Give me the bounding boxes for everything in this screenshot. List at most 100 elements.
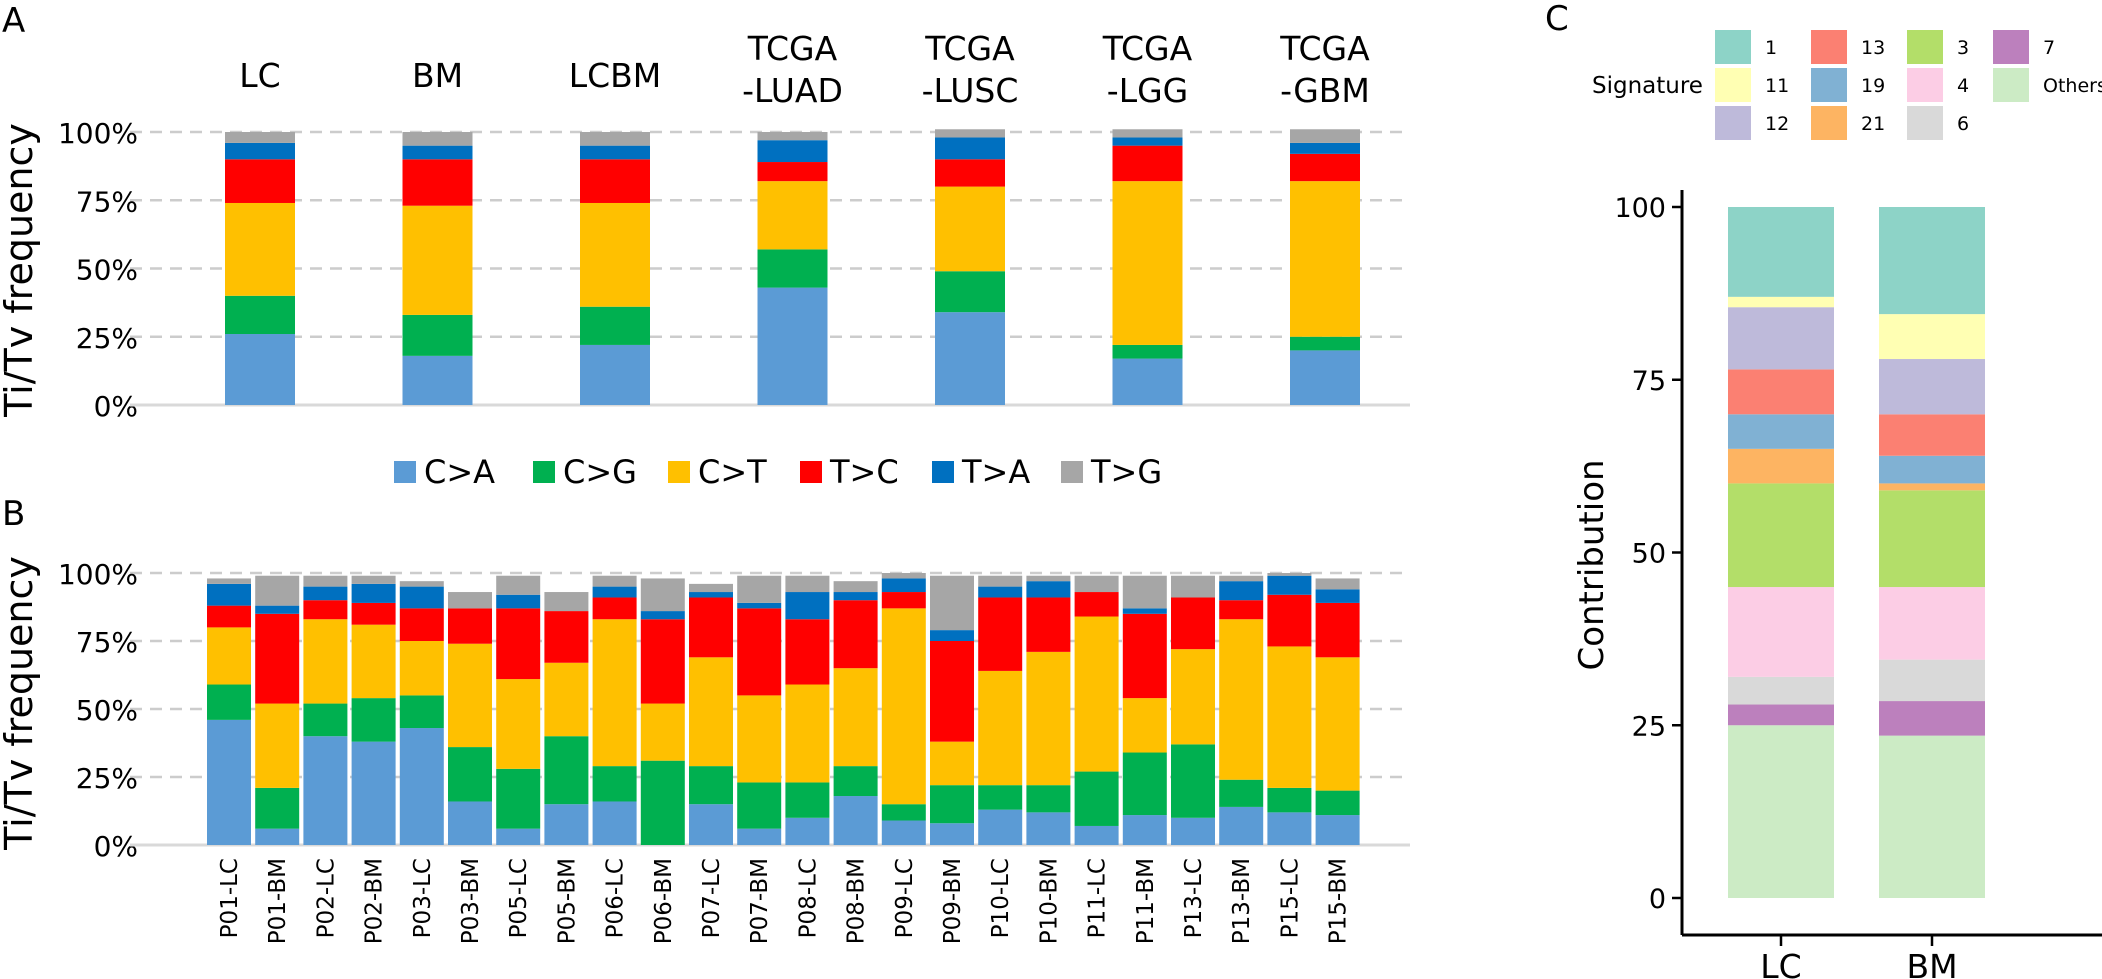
bar-t-to-g xyxy=(448,592,492,609)
bar-c-to-g xyxy=(448,747,492,802)
bar-t-to-c xyxy=(1171,597,1215,650)
bar-c-to-g xyxy=(935,271,1005,313)
bar-t-to-c xyxy=(496,608,541,680)
bar-t-to-a xyxy=(785,592,830,620)
sample-label: P15-LC xyxy=(1277,858,1303,938)
bar-t-to-a xyxy=(303,586,348,601)
bar-signature-others xyxy=(1879,735,1985,898)
bar-t-to-g xyxy=(399,581,444,587)
bar-t-to-c xyxy=(833,600,878,669)
bar-c-to-a xyxy=(592,801,637,845)
legend-label: C>A xyxy=(424,453,495,491)
bar-c-to-g xyxy=(544,736,589,805)
legend-swatch-signature-1 xyxy=(1715,30,1751,64)
bar-c-to-a xyxy=(737,828,782,845)
sample-label: P11-LC xyxy=(1085,858,1111,938)
bar-signature-13 xyxy=(1879,414,1985,456)
bar-c-to-a xyxy=(399,728,444,845)
bar-c-to-g xyxy=(757,249,828,288)
x-tick-label: LC xyxy=(1760,947,1801,979)
bar-t-to-c xyxy=(592,597,637,620)
bar-t-to-g xyxy=(1219,575,1264,582)
legend-title: Signature xyxy=(1592,73,1703,99)
bar-t-to-a xyxy=(978,586,1023,598)
bar-t-to-a xyxy=(225,142,295,160)
y-tick-label: 25 xyxy=(1632,711,1666,742)
bar-c-to-a xyxy=(978,809,1023,845)
bar-t-to-c xyxy=(1112,145,1183,182)
bar-c-to-g xyxy=(1267,787,1312,813)
sample-label: P08-LC xyxy=(795,858,821,938)
bar-t-to-a xyxy=(881,578,926,593)
category-label: LC xyxy=(239,56,280,95)
bar-t-to-a xyxy=(592,586,637,598)
bar-c-to-g xyxy=(737,782,782,829)
bar-c-to-g xyxy=(881,804,926,821)
legend-swatch-signature-13 xyxy=(1811,30,1847,64)
bar-c-to-t xyxy=(935,186,1005,272)
bar-c-to-g xyxy=(255,787,300,829)
bar-c-to-g xyxy=(785,782,830,818)
bar-t-to-g xyxy=(303,575,348,587)
bar-t-to-g xyxy=(592,575,637,587)
bar-c-to-a xyxy=(1219,806,1264,845)
bar-c-to-t xyxy=(592,619,637,767)
legend-swatch-signature-6 xyxy=(1907,106,1943,140)
sample-label: P10-BM xyxy=(1036,858,1062,944)
bar-t-to-a xyxy=(580,145,650,160)
legend-label: T>A xyxy=(961,453,1030,491)
bar-t-to-g xyxy=(978,575,1023,587)
bar-c-to-t xyxy=(1122,698,1167,753)
sample-label: P01-BM xyxy=(265,858,291,944)
bar-c-to-t xyxy=(689,657,733,767)
bar-c-to-g xyxy=(1315,790,1360,816)
bar-signature-11 xyxy=(1879,314,1985,360)
bar-t-to-g xyxy=(496,575,541,595)
bar-t-to-c xyxy=(785,619,830,685)
sample-label: P13-LC xyxy=(1181,858,1207,938)
legend-label: 12 xyxy=(1765,113,1789,135)
bar-t-to-g xyxy=(757,132,828,141)
bar-t-to-c xyxy=(1074,592,1119,617)
bar-c-to-a xyxy=(785,817,830,845)
bar-c-to-t xyxy=(881,608,926,805)
legend-label: 19 xyxy=(1861,75,1885,97)
legend-swatch-signature-21 xyxy=(1811,106,1847,140)
y-tick-label: 0 xyxy=(1649,884,1666,915)
bar-c-to-t xyxy=(303,619,348,704)
bar-c-to-a xyxy=(1026,812,1071,845)
bar-c-to-g xyxy=(1074,771,1119,826)
bar-c-to-g xyxy=(1171,744,1215,818)
sample-label: P10-LC xyxy=(988,858,1014,938)
legend-label: 3 xyxy=(1957,37,1969,59)
bar-t-to-g xyxy=(1315,578,1360,590)
bar-c-to-a xyxy=(881,820,926,845)
legend-swatch-signature-4 xyxy=(1907,68,1943,102)
bar-t-to-c xyxy=(225,159,295,203)
bar-c-to-t xyxy=(1315,657,1360,791)
category-label: TCGA xyxy=(747,29,838,68)
bar-c-to-g xyxy=(303,703,348,737)
bar-t-to-g xyxy=(785,575,830,593)
y-tick-label: 75 xyxy=(1632,366,1666,397)
bar-c-to-a xyxy=(757,287,828,405)
legend-label: 7 xyxy=(2043,37,2055,59)
bar-signature-others xyxy=(1728,725,1834,898)
bar-t-to-c xyxy=(1219,600,1264,620)
bar-c-to-a xyxy=(833,796,878,845)
legend-label: 6 xyxy=(1957,113,1969,135)
bar-c-to-a xyxy=(351,741,396,845)
y-axis-label: Ti/Tv frequency xyxy=(0,556,41,851)
bar-t-to-c xyxy=(1267,594,1312,647)
bar-c-to-g xyxy=(1219,779,1264,807)
bar-t-to-a xyxy=(935,137,1005,160)
legend-swatch-signature-12 xyxy=(1715,106,1751,140)
y-tick-label: 75% xyxy=(76,185,138,218)
bar-c-to-g xyxy=(402,314,473,356)
bar-c-to-a xyxy=(448,801,492,845)
legend-swatch-t-to-a xyxy=(932,461,954,483)
legend-label: C>G xyxy=(563,453,637,491)
bar-t-to-c xyxy=(930,641,974,742)
